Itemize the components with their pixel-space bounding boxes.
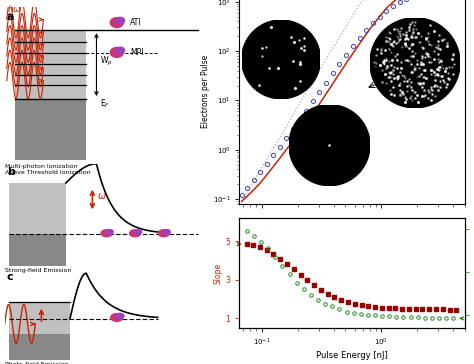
Circle shape xyxy=(116,17,125,24)
Text: Multi-photon Ionization
Above Threshold Ionization: Multi-photon Ionization Above Threshold … xyxy=(5,164,91,175)
Circle shape xyxy=(110,17,123,28)
Text: Strong-field Emission: Strong-field Emission xyxy=(5,268,71,273)
Bar xyxy=(9,302,70,360)
Text: $\alpha I^5$: $\alpha I^5$ xyxy=(343,0,357,3)
Circle shape xyxy=(130,230,141,237)
Text: MPI: MPI xyxy=(130,48,144,57)
Text: a: a xyxy=(7,12,14,22)
Bar xyxy=(9,335,70,360)
Bar xyxy=(9,183,66,266)
Text: W$_p$: W$_p$ xyxy=(100,55,112,68)
Bar xyxy=(15,30,86,160)
Y-axis label: Slope: Slope xyxy=(214,262,223,284)
Circle shape xyxy=(111,314,123,321)
Text: E$_F$: E$_F$ xyxy=(100,98,109,110)
Circle shape xyxy=(116,47,125,54)
Text: $h\omega$: $h\omega$ xyxy=(7,3,22,14)
Text: ATI: ATI xyxy=(130,18,142,27)
Circle shape xyxy=(135,230,142,234)
Bar xyxy=(9,234,66,266)
Text: Photo-field Emission: Photo-field Emission xyxy=(5,362,68,364)
Text: b: b xyxy=(7,167,15,177)
Circle shape xyxy=(163,230,170,234)
Y-axis label: Electrons per Pulse: Electrons per Pulse xyxy=(201,54,210,128)
X-axis label: Pulse Energy [nJ]: Pulse Energy [nJ] xyxy=(316,351,388,360)
Text: $\omega$: $\omega$ xyxy=(98,191,107,201)
Text: c: c xyxy=(7,272,13,282)
Circle shape xyxy=(106,230,113,234)
Circle shape xyxy=(110,47,123,57)
Circle shape xyxy=(116,313,124,318)
Bar xyxy=(15,99,86,160)
Circle shape xyxy=(158,230,169,237)
Circle shape xyxy=(101,230,112,237)
